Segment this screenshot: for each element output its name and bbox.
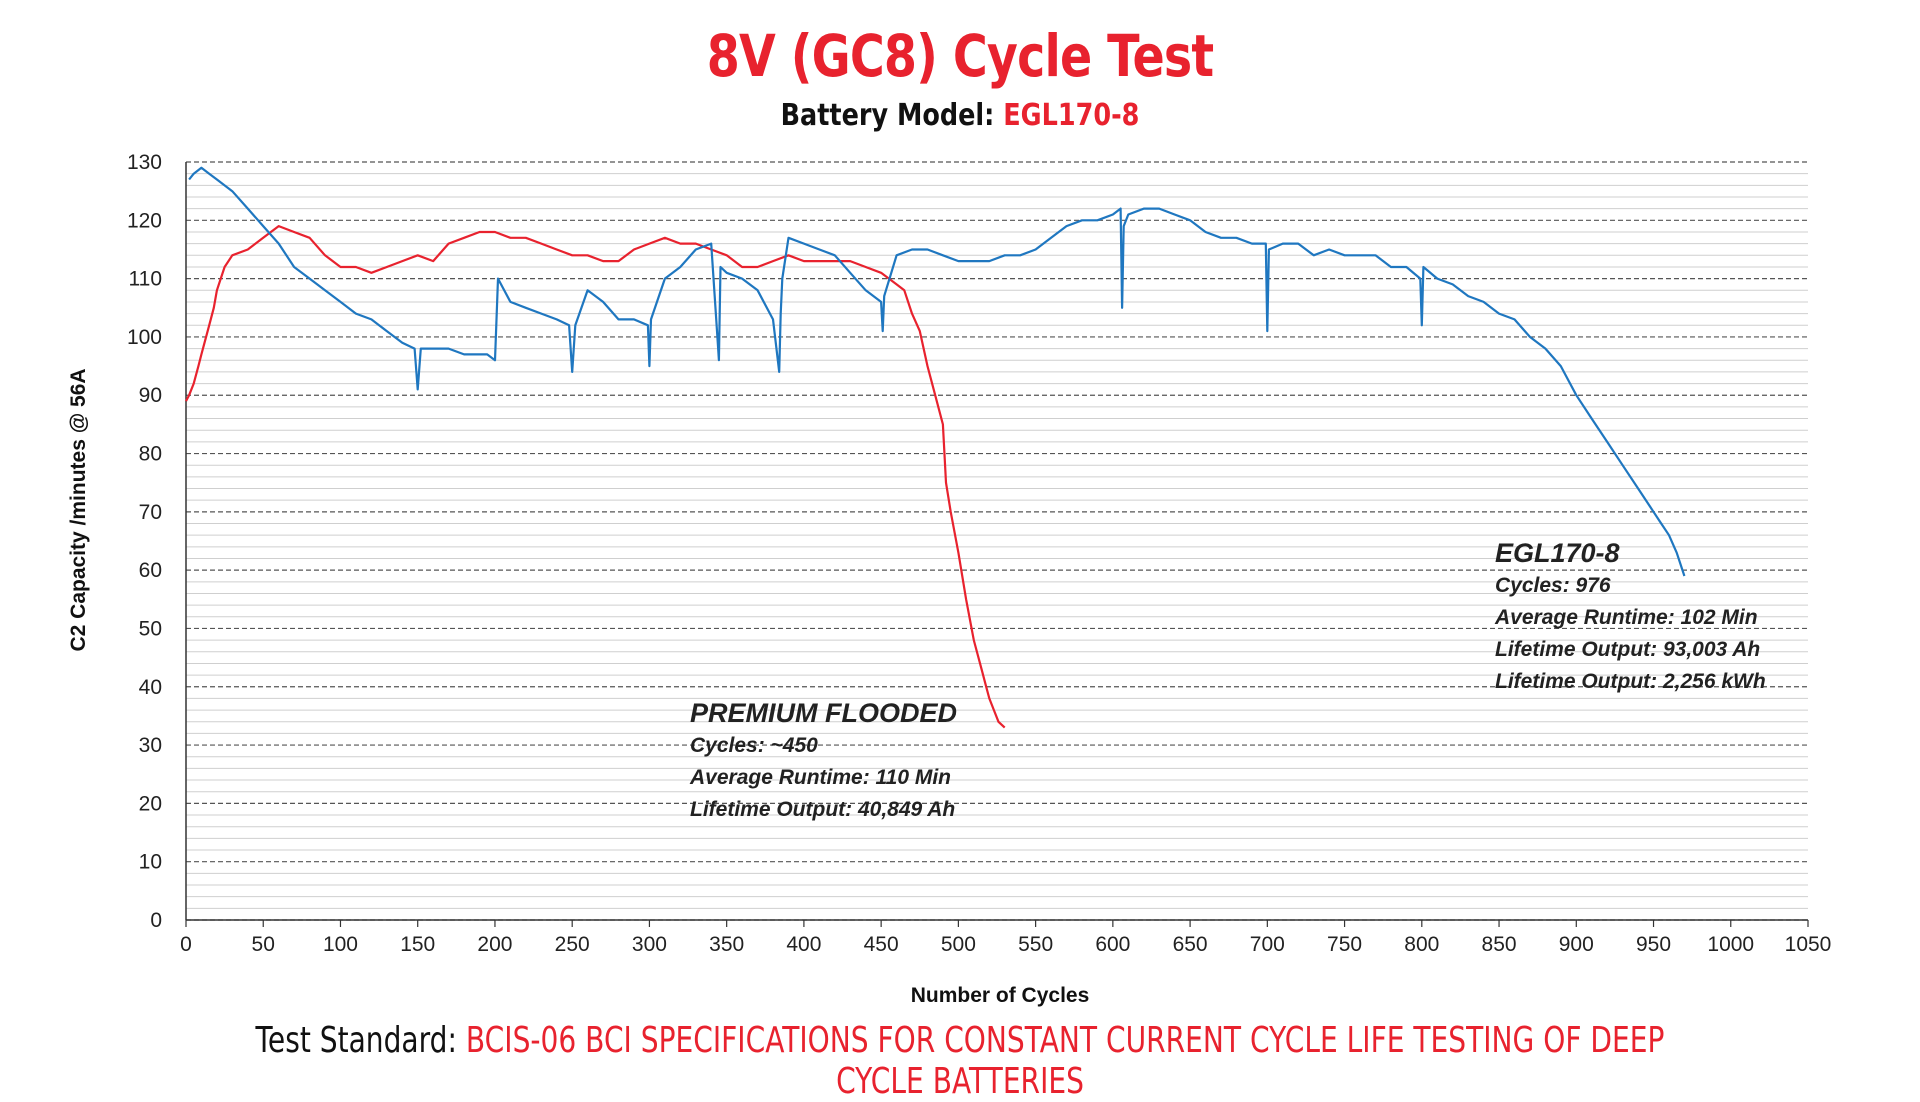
series-line-premium-flooded: [185, 225, 1006, 729]
y-tick-label: 120: [127, 209, 162, 232]
chart-axes: [185, 162, 1808, 921]
annotation-line: Lifetime Output: 93,003 Ah: [1495, 638, 1760, 661]
annotation-line: Average Runtime: 102 Min: [1494, 606, 1758, 629]
x-tick-label: 100: [323, 933, 358, 956]
x-tick-label: 700: [1250, 933, 1285, 956]
x-tick-label: 400: [786, 933, 821, 956]
y-tick-label: 70: [139, 501, 162, 524]
y-tick-label: 60: [139, 559, 162, 582]
y-tick-label: 100: [127, 326, 162, 349]
x-tick-label: 350: [709, 933, 744, 956]
x-tick-label: 300: [632, 933, 667, 956]
annotation-premium-flooded: PREMIUM FLOODED Cycles: ~450 Average Runti…: [689, 698, 957, 821]
x-tick-label: 750: [1327, 933, 1362, 956]
x-tick-label: 900: [1559, 933, 1594, 956]
y-tick-label: 20: [139, 792, 162, 815]
test-standard-footer: Test Standard: BCIS-06 BCI SPECIFICATION…: [211, 1020, 1709, 1102]
y-tick-label: 110: [129, 268, 162, 291]
x-tick-label: 550: [1018, 933, 1053, 956]
x-tick-label: 850: [1482, 933, 1517, 956]
y-tick-label: 0: [150, 909, 162, 932]
y-tick-label: 130: [127, 151, 162, 174]
x-axis-label: Number of Cycles: [911, 984, 1090, 1007]
subtitle-label: Battery Model:: [780, 98, 995, 133]
series-line-egl170-8: [188, 166, 1686, 577]
cycle-test-chart: 0 10 20 30 40 50 60 70 80 90 100 110 120 130 0 50 100 15…: [67, 151, 1831, 1007]
annotation-title: EGL170-8: [1495, 538, 1620, 568]
subtitle-value: EGL170-8: [1003, 98, 1140, 133]
chart-grid: [186, 161, 1808, 921]
annotation-line: Cycles: 976: [1495, 574, 1611, 597]
x-tick-label: 800: [1404, 933, 1439, 956]
annotation-egl170-8: EGL170-8 Cycles: 976 Average Runtime: 102 …: [1494, 538, 1766, 693]
x-tick-label: 1000: [1707, 933, 1754, 956]
chart-title: 8V (GC8) Cycle Test: [706, 22, 1214, 90]
x-tick-label: 50: [252, 933, 275, 956]
y-axis-label: C2 Capacity /minutes @ 56A: [67, 368, 90, 651]
x-tick-label: 950: [1636, 933, 1671, 956]
y-tick-label: 80: [139, 443, 162, 466]
annotation-title: PREMIUM FLOODED: [690, 698, 957, 728]
chart-series: [185, 166, 1686, 729]
y-tick-label: 30: [139, 734, 162, 757]
annotation-line: Lifetime Output: 40,849 Ah: [690, 798, 955, 821]
x-tick-label: 450: [864, 933, 899, 956]
x-tick-label: 500: [941, 933, 976, 956]
x-tick-label: 1050: [1785, 933, 1832, 956]
x-tick-label: 250: [555, 933, 590, 956]
x-axis-ticks: 0 50 100 150 200 250 300 350 400 450 500 550 600 650 7…: [180, 920, 1831, 956]
x-tick-label: 650: [1173, 933, 1208, 956]
footer-label: Test Standard:: [255, 1020, 457, 1061]
y-tick-label: 10: [139, 851, 162, 874]
x-tick-label: 150: [400, 933, 435, 956]
y-tick-label: 90: [139, 384, 162, 407]
y-axis-ticks: 0 10 20 30 40 50 60 70 80 90 100 110 120 130: [127, 151, 162, 932]
annotation-line: Cycles: ~450: [690, 734, 818, 757]
y-tick-label: 40: [139, 676, 162, 699]
x-tick-label: 0: [180, 933, 192, 956]
x-tick-label: 200: [477, 933, 512, 956]
annotation-line: Average Runtime: 110 Min: [689, 766, 951, 789]
y-tick-label: 50: [139, 617, 162, 640]
chart-subtitle: Battery Model: EGL170-8: [144, 98, 1776, 133]
annotation-line: Lifetime Output: 2,256 kWh: [1495, 670, 1766, 693]
footer-value: BCIS-06 BCI SPECIFICATIONS FOR CONSTANT …: [465, 1020, 1665, 1102]
x-tick-label: 600: [1095, 933, 1130, 956]
